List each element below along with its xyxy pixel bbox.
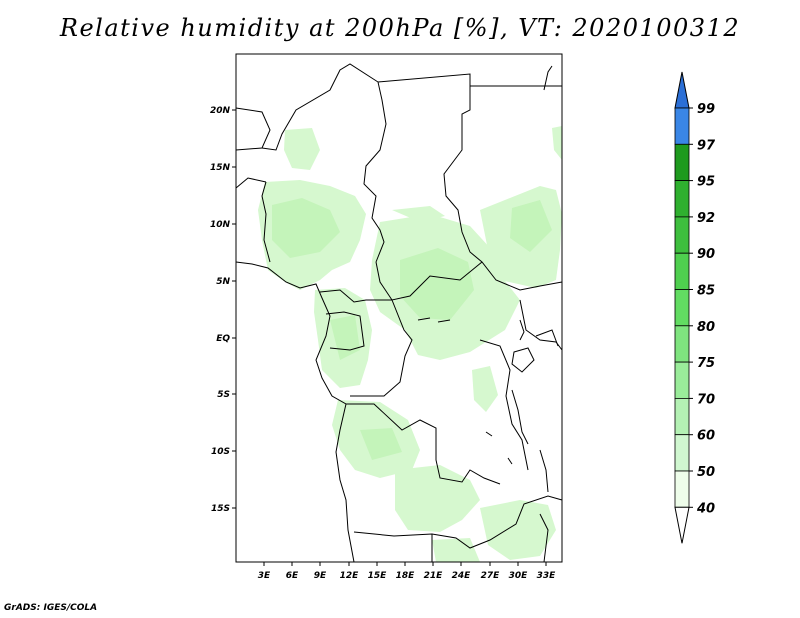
patch-north-east	[392, 206, 445, 222]
lon-label: 21E	[424, 571, 444, 581]
lake-victoria	[511, 347, 535, 373]
axis-labels: 20N 15N 10N 5N EQ 5S 10S 15S 3E 6E 9E 12E 15E 18E 21E 2…	[210, 106, 556, 581]
lake-tanganyika	[511, 389, 529, 445]
colorbar-label: 92	[697, 211, 715, 226]
colorbar-label: 85	[697, 284, 715, 299]
patch-south	[432, 538, 480, 562]
colorbar-segment	[674, 325, 690, 363]
colorbar-segment	[674, 397, 690, 436]
colorbar-top-arrow	[674, 71, 690, 109]
lon-label: 15E	[368, 571, 388, 581]
colorbar-label: 80	[697, 320, 715, 335]
lat-label: 10N	[210, 220, 231, 230]
lat-label: 5N	[216, 277, 230, 287]
lakes	[417, 317, 549, 493]
colorbar-label: 75	[697, 356, 715, 371]
colorbar-label: 60	[697, 429, 715, 444]
colorbar-segment	[674, 107, 690, 145]
colorbar-label: 95	[697, 175, 715, 190]
colorbar-label: 40	[696, 501, 715, 516]
colorbar-segment	[674, 289, 690, 327]
lon-label: 9E	[314, 571, 327, 581]
colorbar-label: 70	[697, 392, 715, 407]
colorbar-label: 99	[697, 102, 715, 117]
lon-label: 27E	[481, 571, 501, 581]
map-title: Relative humidity at 200hPa [%], VT: 202…	[59, 14, 741, 42]
colorbar-segment	[674, 143, 690, 182]
lon-label: 6E	[286, 571, 299, 581]
colorbar-segment	[674, 470, 690, 508]
grads-credit: GrADS: IGES/COLA	[4, 603, 98, 613]
colorbar-label: 97	[697, 138, 716, 153]
lon-label: 3E	[258, 571, 271, 581]
colorbar: 99 97 95 92 90 85 80 75 70 60 50 40	[674, 71, 716, 544]
lon-label: 12E	[340, 571, 360, 581]
humidity-patches-dense	[272, 198, 552, 460]
patch-zambia	[395, 465, 480, 532]
colorbar-segment	[674, 180, 690, 218]
lat-label: 15N	[210, 163, 231, 173]
patch-east-top	[552, 126, 562, 160]
colorbar-segment	[674, 361, 690, 399]
lat-label: 15S	[211, 504, 230, 514]
colorbar-segment	[674, 252, 690, 290]
patch-sahel-north	[284, 128, 320, 170]
patch-south-east	[480, 500, 556, 560]
lon-label: 30E	[509, 571, 529, 581]
colorbar-segment	[674, 434, 690, 472]
patch-east-mid	[472, 366, 498, 412]
lat-label: 20N	[210, 106, 231, 116]
lat-label: 10S	[211, 447, 230, 457]
country-borders	[235, 63, 563, 563]
lake-malawi	[539, 449, 549, 493]
map-frame	[235, 53, 563, 563]
coastline	[235, 261, 355, 563]
lat-label: 5S	[217, 390, 230, 400]
colorbar-label: 90	[697, 247, 715, 262]
colorbar-segment	[674, 216, 690, 254]
frame-border	[235, 53, 563, 563]
lat-label: EQ	[216, 334, 230, 344]
colorbar-bottom-arrow	[674, 506, 690, 544]
lon-label: 33E	[537, 571, 557, 581]
lon-label: 24E	[452, 571, 472, 581]
colorbar-label: 50	[697, 465, 715, 480]
lon-label: 18E	[396, 571, 416, 581]
